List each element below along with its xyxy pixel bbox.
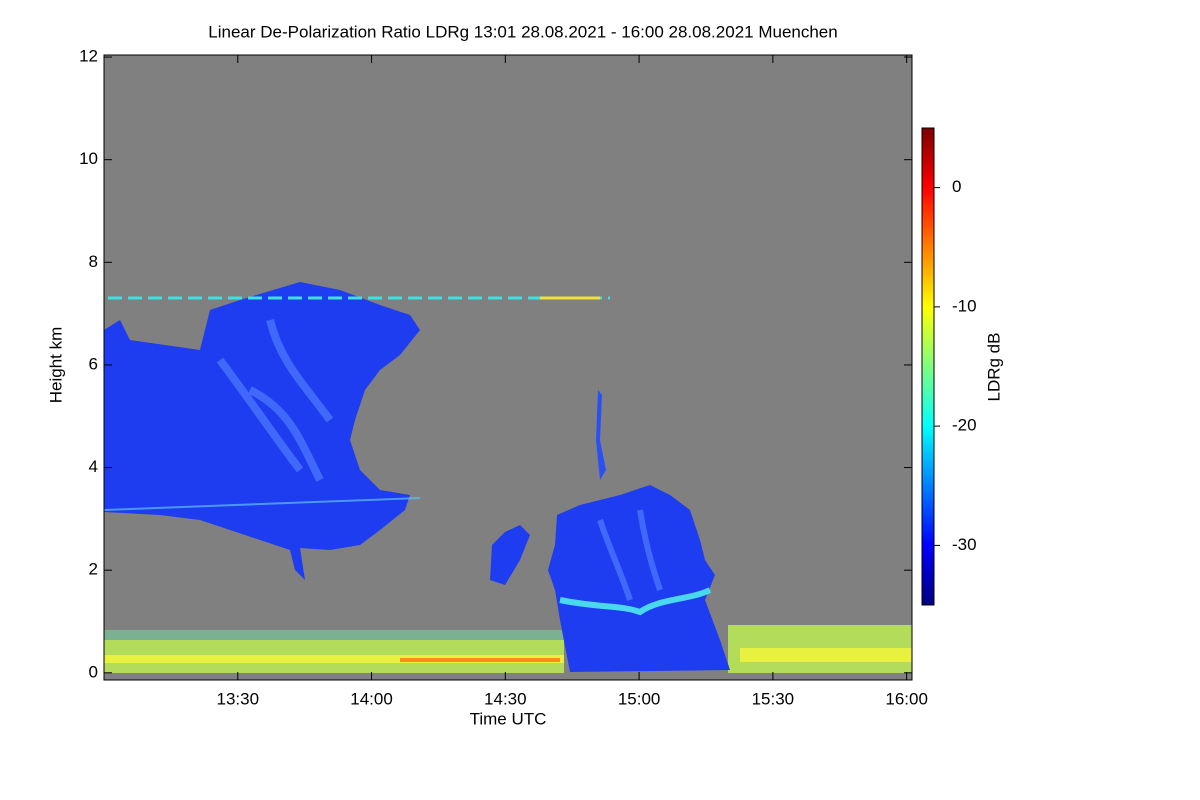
y-tick-label: 2 [89, 560, 98, 579]
x-tick-label: 16:00 [885, 689, 928, 708]
y-tick-label: 8 [89, 252, 98, 271]
y-axis-label: Height km [46, 327, 65, 404]
chart-title: Linear De-Polarization Ratio LDRg 13:01 … [208, 22, 837, 41]
aerosol-layer [104, 630, 564, 640]
cloud [548, 485, 730, 672]
y-tick-label: 6 [89, 354, 98, 373]
plot-frame [103, 54, 913, 681]
x-tick-label: 14:00 [350, 689, 393, 708]
x-tick-label: 15:00 [618, 689, 661, 708]
colorbar-tick-label: -10 [952, 296, 977, 315]
x-tick-label: 15:30 [752, 689, 795, 708]
aerosol-layer [104, 655, 564, 663]
cloud [490, 525, 530, 585]
ldr-image [103, 282, 912, 673]
colorbar [921, 127, 935, 606]
colorbar-label: LDRg dB [984, 333, 1003, 402]
y-tick-label: 0 [89, 662, 98, 681]
aerosol-layer [400, 658, 560, 662]
y-tick-label: 10 [79, 149, 98, 168]
x-tick-label: 14:30 [484, 689, 527, 708]
cloud [104, 282, 420, 580]
colorbar-tick-label: 0 [952, 177, 961, 196]
cloud-base [559, 587, 712, 616]
thin-layer [103, 497, 421, 511]
colorbar-tick-label: -20 [952, 416, 977, 435]
aerosol-layer [740, 648, 912, 662]
x-axis-label: Time UTC [470, 709, 547, 728]
y-tick-label: 12 [79, 47, 98, 66]
cloud-streak [216, 319, 334, 482]
colorbar-tick-label: -30 [952, 535, 977, 554]
cloud-streak [597, 509, 663, 601]
x-tick-label: 13:30 [217, 689, 260, 708]
cloud [596, 390, 606, 480]
y-tick-label: 4 [89, 457, 98, 476]
